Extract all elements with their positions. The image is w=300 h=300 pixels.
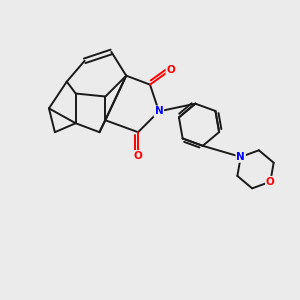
Text: O: O xyxy=(134,151,142,161)
Text: N: N xyxy=(236,152,245,162)
Text: O: O xyxy=(266,177,275,187)
Text: O: O xyxy=(167,65,175,75)
Text: N: N xyxy=(154,106,163,116)
